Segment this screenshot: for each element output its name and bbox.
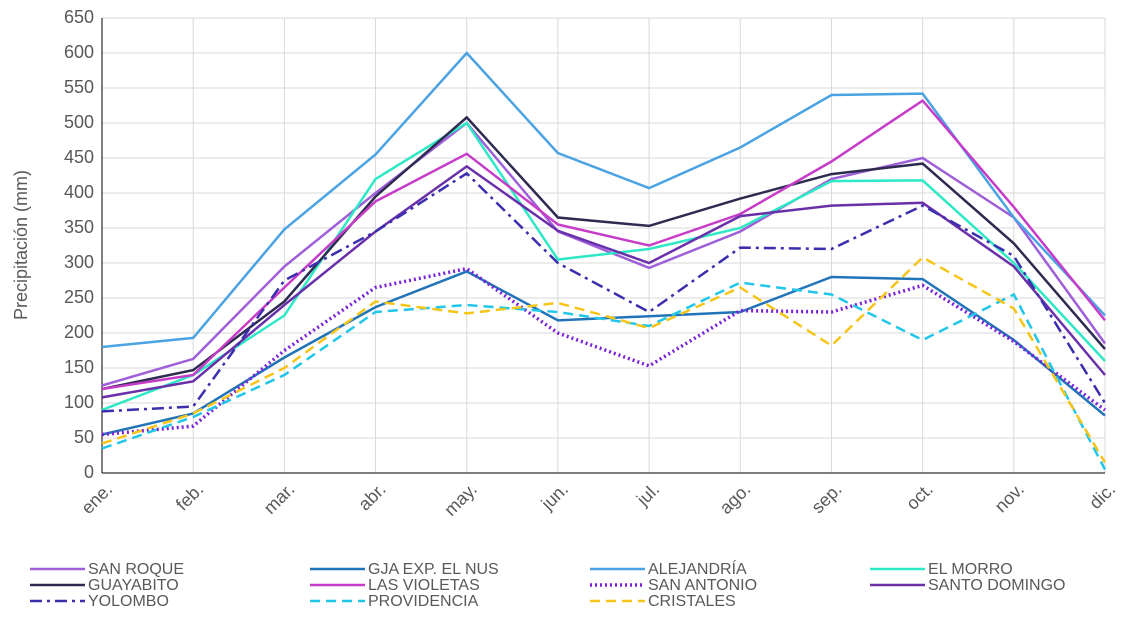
x-tick-label: ago.	[716, 479, 755, 518]
legend-label: SAN ANTONIO	[648, 577, 757, 594]
legend-label: SAN ROQUE	[88, 561, 184, 578]
y-tick-label: 500	[64, 112, 94, 132]
series-line	[101, 281, 1107, 471]
y-tick-label: 400	[64, 182, 94, 202]
series-line	[101, 121, 1106, 412]
x-tick-label: oct.	[902, 479, 937, 514]
series-line	[101, 270, 1106, 436]
series-line	[101, 255, 1107, 464]
y-tick-label: 200	[64, 322, 94, 342]
y-tick-label: 550	[64, 77, 94, 97]
legend-label: ALEJANDRÍA	[648, 559, 747, 578]
y-tick-label: 350	[64, 217, 94, 237]
x-tick-label: abr.	[354, 479, 389, 514]
series-line	[101, 121, 1107, 387]
legend-label: EL MORRO	[928, 561, 1013, 578]
legend-label: GUAYABITO	[88, 577, 179, 594]
y-tick-label: 650	[64, 7, 94, 27]
legend-label: PROVIDENCIA	[368, 593, 479, 610]
y-tick-label: 450	[64, 147, 94, 167]
legend-label: YOLOMBO	[88, 593, 169, 610]
x-tick-label: may.	[440, 479, 481, 520]
x-tick-label: sep.	[807, 479, 845, 517]
series-line	[101, 115, 1106, 391]
legend-label: LAS VIOLETAS	[368, 577, 480, 594]
y-tick-label: 50	[74, 427, 94, 447]
series-line	[101, 164, 1106, 399]
y-tick-label: 600	[64, 42, 94, 62]
legend-label: SANTO DOMINGO	[928, 577, 1066, 594]
y-tick-label: 250	[64, 287, 94, 307]
y-tick-label: 300	[64, 252, 94, 272]
y-tick-label: 100	[64, 392, 94, 412]
x-tick-label: dic.	[1085, 479, 1119, 513]
x-tick-label: jul.	[632, 479, 663, 510]
series-line	[101, 171, 1107, 413]
x-tick-label: nov.	[991, 479, 1028, 516]
x-tick-label: ene.	[77, 479, 116, 518]
y-tick-label: 150	[64, 357, 94, 377]
series-line	[101, 51, 1106, 349]
y-axis-label: Precipitación (mm)	[11, 170, 31, 320]
series-line	[101, 98, 1106, 391]
series-line	[101, 266, 1107, 437]
legend-label: GJA EXP. EL NUS	[368, 561, 499, 578]
x-tick-label: feb.	[172, 479, 207, 514]
x-tick-label: jun.	[537, 479, 572, 514]
legend-label: CRISTALES	[648, 593, 736, 610]
x-tick-label: mar.	[260, 479, 299, 518]
y-tick-label: 0	[84, 462, 94, 482]
